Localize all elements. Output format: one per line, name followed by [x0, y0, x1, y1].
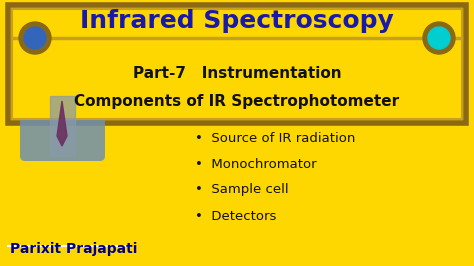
Circle shape	[428, 27, 450, 49]
Circle shape	[423, 22, 455, 54]
Text: •  Sample cell: • Sample cell	[195, 184, 289, 197]
Text: •  Monochromator: • Monochromator	[195, 157, 317, 171]
Polygon shape	[57, 101, 67, 146]
Bar	[50, 96, 75, 156]
Text: Part-7   Instrumentation: Part-7 Instrumentation	[133, 66, 341, 81]
Text: Infrared Spectroscopy: Infrared Spectroscopy	[80, 9, 394, 33]
Circle shape	[44, 53, 80, 89]
Text: •  Source of IR radiation: • Source of IR radiation	[195, 131, 356, 144]
Text: •  Detectors: • Detectors	[195, 210, 276, 222]
Bar	[12, 9, 462, 119]
Text: Components of IR Spectrophotometer: Components of IR Spectrophotometer	[74, 94, 400, 109]
Circle shape	[19, 22, 51, 54]
Text: Parixit Prajapati: Parixit Prajapati	[10, 242, 137, 256]
Circle shape	[24, 27, 46, 49]
Bar	[8, 5, 466, 123]
FancyBboxPatch shape	[20, 76, 105, 161]
Bar	[0, 123, 140, 246]
